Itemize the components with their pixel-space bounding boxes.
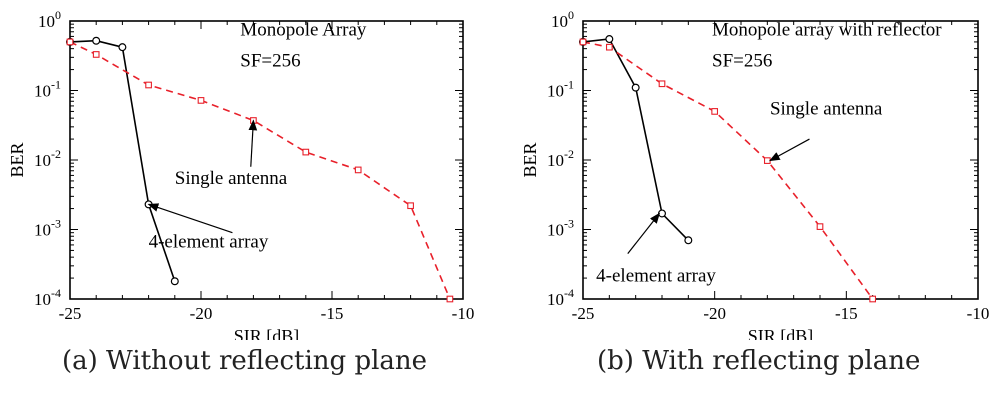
data-point <box>657 209 666 218</box>
y-tick-label: 10-3 <box>34 217 61 240</box>
y-tick-label: 100 <box>38 8 61 31</box>
y-tick-label: 10-4 <box>547 286 574 309</box>
data-point <box>684 236 693 245</box>
x-axis-title: SIR [dB] <box>748 326 814 340</box>
series-line <box>583 38 689 241</box>
data-point <box>170 277 179 286</box>
data-point <box>763 157 771 164</box>
figure: -25 -20 -15 -10 10-4 10-3 10-2 10-1 100 SIR [dB] B… <box>7 8 989 340</box>
plot-frame <box>582 20 979 300</box>
y-axis-title: BER <box>7 142 27 177</box>
x-tick-label: -25 <box>572 304 595 323</box>
data-point <box>605 43 613 51</box>
y-tick-label: 10-1 <box>547 78 574 101</box>
data-point <box>118 43 127 52</box>
pointer-arrow <box>248 119 258 167</box>
y-tick-label: 100 <box>551 8 574 31</box>
series-line <box>70 41 451 299</box>
caption-a: (a) Without reflecting plane <box>62 346 428 376</box>
caption-b: (b) With reflecting plane <box>597 346 921 376</box>
y-axis-title: BER <box>520 142 540 177</box>
series-label: Single antenna <box>770 99 883 120</box>
x-tick-label: -20 <box>190 304 213 323</box>
x-axis-title: SIR [dB] <box>234 326 300 340</box>
series-label: 4-element array <box>596 265 716 286</box>
data-point <box>605 35 614 44</box>
data-point <box>631 83 640 92</box>
x-tick-label: -15 <box>835 304 858 323</box>
data-point <box>66 38 74 46</box>
x-tick-label: -15 <box>321 304 344 323</box>
annotation: SF=256 <box>712 51 772 72</box>
series-label: Single antenna <box>175 168 288 189</box>
data-point <box>92 51 100 58</box>
y-tick-label: 10-1 <box>34 78 61 101</box>
annotation: SF=256 <box>240 51 300 72</box>
x-tick-label: -10 <box>967 304 990 323</box>
pointer-arrow <box>147 203 233 234</box>
data-point <box>816 223 824 230</box>
x-tick-label: -20 <box>703 304 726 323</box>
data-point <box>869 295 877 303</box>
data-point <box>145 81 152 89</box>
data-point <box>407 202 414 210</box>
data-point <box>92 36 101 45</box>
data-point <box>711 108 719 115</box>
data-point <box>579 38 587 46</box>
data-point <box>354 166 362 174</box>
x-tick-label: -10 <box>452 304 475 323</box>
y-tick-label: 10-4 <box>34 286 61 309</box>
series-line <box>583 41 874 299</box>
chart-panel-b: -25 -20 -15 -10 10-4 10-3 10-2 10-1 100 SIR [dB] B… <box>520 8 989 340</box>
pointer-arrow <box>627 212 661 254</box>
y-tick-label: 10-2 <box>547 147 574 170</box>
y-tick-label: 10-3 <box>547 217 574 240</box>
series-group <box>583 38 874 299</box>
pointer-arrow <box>769 138 810 162</box>
data-point <box>197 97 205 104</box>
data-point <box>302 148 310 156</box>
annotation: Monopole Array <box>240 19 367 40</box>
x-tick-label: -25 <box>59 304 82 323</box>
annotation: Monopole array with reflector <box>712 19 942 40</box>
data-point <box>658 80 666 88</box>
series-label: 4-element array <box>149 232 269 253</box>
y-tick-label: 10-2 <box>34 147 61 170</box>
chart-panel-a: -25 -20 -15 -10 10-4 10-3 10-2 10-1 100 SIR [dB] B… <box>7 8 474 340</box>
data-point <box>446 295 454 303</box>
